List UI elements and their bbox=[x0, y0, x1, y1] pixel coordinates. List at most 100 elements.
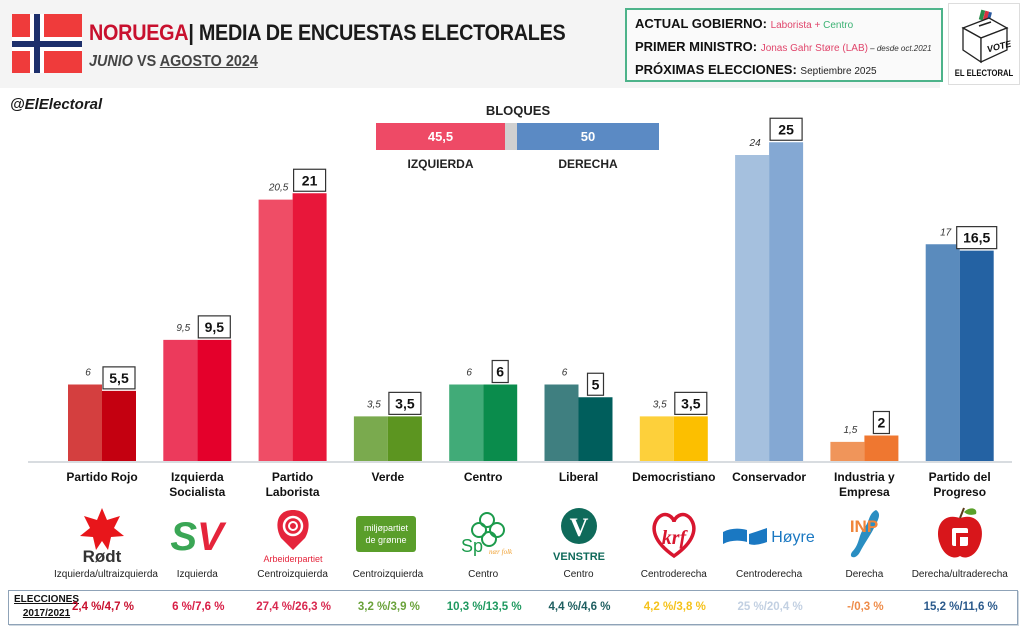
svg-text:krf: krf bbox=[662, 527, 689, 549]
gov-label: ACTUAL GOBIERNO: bbox=[635, 16, 767, 31]
category-label-line: Izquierda bbox=[170, 470, 224, 484]
election-result: -/0,3 % bbox=[847, 601, 884, 613]
bar-label-agosto: 5,5 bbox=[109, 370, 129, 386]
election-result: 3,2 %/3,9 % bbox=[357, 601, 420, 613]
election-result: 2,4 %/4,7 % bbox=[71, 601, 134, 613]
mdg-logo-icon: miljøpartiet de grønne bbox=[340, 506, 436, 564]
election-result: 6 %/7,6 % bbox=[172, 601, 225, 613]
norway-flag-icon bbox=[12, 14, 82, 73]
svg-text:Høyre: Høyre bbox=[771, 529, 815, 546]
bar-label-junio: 9,5 bbox=[176, 323, 190, 334]
bar-label-junio: 1,5 bbox=[843, 425, 857, 436]
category-label: Partido Rojo bbox=[54, 470, 150, 485]
rodt-logo-icon: Rødt bbox=[54, 506, 150, 564]
bar-label-junio: 24 bbox=[749, 138, 762, 149]
elections-title-2: 2017/2021 bbox=[22, 608, 71, 619]
ideology-label: Centroderecha bbox=[736, 569, 803, 580]
svg-text:SV: SV bbox=[171, 515, 228, 559]
bar-junio bbox=[735, 155, 770, 461]
category-label-line: Socialista bbox=[169, 485, 226, 499]
block-gap bbox=[505, 123, 517, 150]
category-label: Conservador bbox=[721, 470, 817, 485]
ideology-label: Centro bbox=[468, 569, 499, 580]
venstre-logo-icon: V VENSTRE bbox=[531, 506, 627, 564]
category-label-line: Laborista bbox=[265, 485, 320, 499]
svg-text:de grønne: de grønne bbox=[365, 535, 406, 545]
bar-label-agosto: 6 bbox=[496, 364, 504, 380]
ideology-label: Centroizquierda bbox=[257, 569, 328, 580]
bar-agosto bbox=[864, 435, 899, 461]
bar-label-box bbox=[388, 391, 422, 415]
inp-logo-icon: INP bbox=[816, 506, 912, 564]
bar-label-box bbox=[102, 366, 136, 390]
government-info-box: ACTUAL GOBIERNO: Laborista + Centro PRIM… bbox=[625, 8, 943, 82]
category-label-line: Empresa bbox=[839, 485, 890, 499]
svg-text:INP: INP bbox=[850, 517, 878, 536]
bar-label-agosto: 3,5 bbox=[681, 395, 701, 411]
krf-logo-icon: krf bbox=[626, 506, 722, 564]
subtitle-vs: VS bbox=[133, 53, 160, 70]
sv-logo-icon: SV bbox=[149, 506, 245, 564]
elections-title-1: ELECCIONES bbox=[14, 594, 80, 605]
bar-label-agosto: 16,5 bbox=[963, 230, 990, 246]
category-label-line: Conservador bbox=[732, 470, 807, 484]
bar-junio bbox=[449, 384, 484, 461]
bar-label-junio: 17 bbox=[940, 227, 952, 238]
info-prime-minister: PRIMER MINISTRO: Jonas Gahr Støre (LAB) … bbox=[635, 36, 933, 59]
election-result: 10,3 %/13,5 % bbox=[446, 601, 522, 613]
bar-agosto bbox=[578, 397, 613, 461]
election-result: 4,2 %/3,8 % bbox=[643, 601, 706, 613]
category-label-line: Centro bbox=[463, 470, 503, 484]
svg-text:nær folk: nær folk bbox=[489, 548, 513, 556]
category-label: Partido Laborista bbox=[245, 470, 341, 500]
block-right-bar: 50 bbox=[517, 123, 659, 150]
bar-junio bbox=[544, 384, 579, 461]
category-label: Centro bbox=[435, 470, 531, 485]
bar-agosto bbox=[959, 250, 994, 461]
bar-label-agosto: 21 bbox=[302, 172, 318, 188]
category-label: Democristiano bbox=[626, 470, 722, 485]
pm-label: PRIMER MINISTRO: bbox=[635, 39, 758, 54]
bar-agosto bbox=[102, 390, 136, 461]
next-label: PRÓXIMAS ELECCIONES: bbox=[635, 62, 797, 77]
election-result: 27,4 %/26,3 % bbox=[256, 601, 331, 613]
bar-label-junio: 6 bbox=[466, 368, 472, 379]
bar-junio bbox=[163, 339, 198, 461]
block-left-bar: 45,5 bbox=[376, 123, 505, 150]
category-label-line: Liberal bbox=[558, 470, 599, 484]
svg-text:Sp: Sp bbox=[461, 536, 483, 556]
page-subtitle: JUNIO VS AGOSTO 2024 bbox=[89, 53, 258, 71]
bar-label-box bbox=[956, 226, 998, 250]
twitter-handle: @ElElectoral bbox=[10, 96, 103, 113]
bar-label-junio: 20,5 bbox=[268, 183, 289, 194]
bar-label-box bbox=[293, 168, 327, 192]
bar-label-box bbox=[586, 372, 605, 396]
bar-junio bbox=[925, 244, 960, 461]
bar-agosto bbox=[292, 193, 327, 461]
title-text: MEDIA DE ENCUESTAS ELECTORALES bbox=[198, 20, 566, 45]
bar-label-agosto: 25 bbox=[778, 121, 794, 137]
title-separator: | bbox=[188, 20, 194, 45]
bar-agosto bbox=[673, 416, 708, 461]
svg-text:V: V bbox=[569, 513, 588, 542]
election-result: 25 %/20,4 % bbox=[737, 601, 803, 613]
hoyre-logo-icon: Høyre bbox=[721, 506, 817, 564]
bar-junio bbox=[353, 416, 388, 461]
category-label-line: Verde bbox=[371, 470, 405, 484]
svg-text:miljøpartiet: miljøpartiet bbox=[364, 523, 409, 533]
pm-value: Jonas Gahr Støre (LAB) bbox=[760, 43, 868, 54]
svg-text:VENSTRE: VENSTRE bbox=[553, 551, 605, 563]
ideology-label: Derecha/ultraderecha bbox=[911, 569, 1008, 580]
pm-since: – desde oct.2021 bbox=[867, 44, 932, 53]
next-value: Septiembre 2025 bbox=[800, 66, 877, 77]
info-next-elections: PRÓXIMAS ELECCIONES: Septiembre 2025 bbox=[635, 59, 933, 82]
page-title: NORUEGA| MEDIA DE ENCUESTAS ELECTORALES bbox=[89, 20, 566, 46]
el-electoral-logo: VOTE EL ELECTORAL bbox=[948, 3, 1020, 85]
past-elections-row: ELECCIONES 2017/2021 2,4 %/4,7 % 6 %/7,6 … bbox=[8, 590, 1018, 625]
bar-label-junio: 6 bbox=[562, 368, 568, 379]
bar-label-box bbox=[769, 117, 803, 141]
bar-junio bbox=[639, 416, 674, 461]
bar-junio bbox=[258, 199, 293, 461]
gov-plus: + bbox=[811, 20, 824, 31]
